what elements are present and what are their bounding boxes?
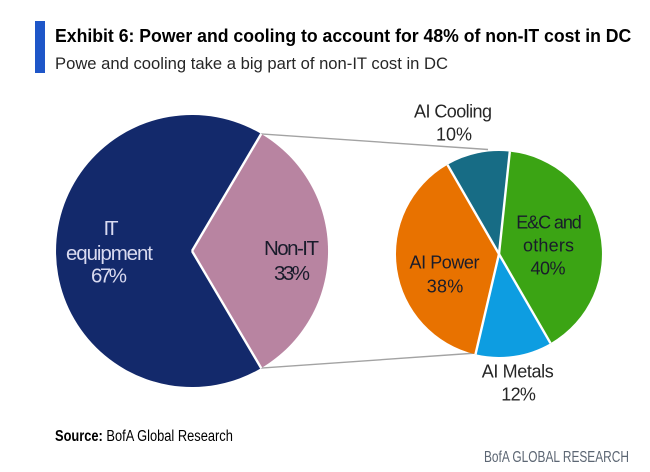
svg-text:E&C and: E&C and xyxy=(516,213,582,233)
svg-text:12%: 12% xyxy=(501,384,536,404)
svg-text:AI Metals: AI Metals xyxy=(482,362,554,382)
svg-text:33%: 33% xyxy=(274,262,310,285)
svg-text:AI Cooling: AI Cooling xyxy=(414,101,492,121)
svg-text:10%: 10% xyxy=(436,124,472,144)
svg-text:40%: 40% xyxy=(531,258,566,278)
svg-text:Non-IT: Non-IT xyxy=(264,237,319,260)
svg-text:38%: 38% xyxy=(427,277,464,297)
svg-text:IT: IT xyxy=(104,217,119,240)
svg-text:others: others xyxy=(523,236,574,256)
svg-text:AI Power: AI Power xyxy=(410,253,480,273)
svg-text:equipment: equipment xyxy=(66,242,153,265)
svg-text:67%: 67% xyxy=(91,264,127,287)
